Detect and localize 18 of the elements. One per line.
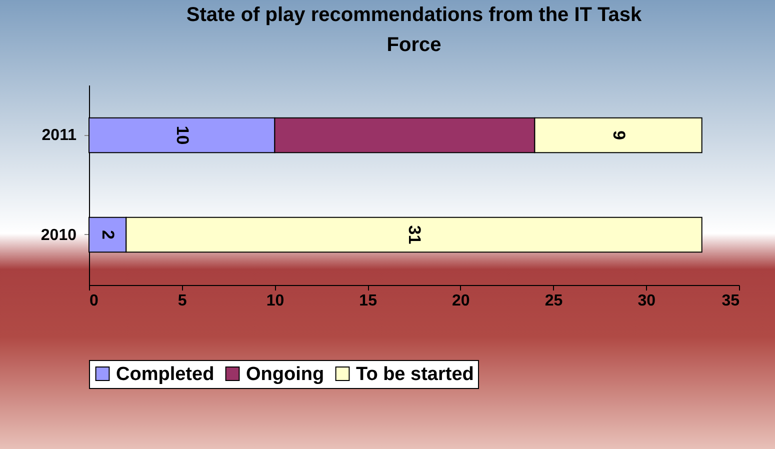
x-tick-label: 30 — [638, 292, 656, 310]
x-tick-label: 35 — [722, 292, 740, 310]
legend-label: To be started — [356, 364, 474, 385]
data-label: 9 — [609, 130, 628, 140]
chart-title: State of play recommendations from the IT Task Force — [186, 4, 643, 56]
data-label: 31 — [405, 225, 424, 244]
data-label: 10 — [172, 126, 192, 145]
x-tick-label: 25 — [544, 292, 563, 310]
x-tick-label: 15 — [359, 292, 378, 310]
legend-label: Completed — [116, 364, 214, 385]
x-tick-label: 20 — [452, 292, 470, 310]
data-label: 2 — [98, 230, 118, 240]
x-tick-label: 0 — [90, 292, 98, 310]
legend-label: Ongoing — [246, 364, 324, 385]
y-tick-label: 2010 — [40, 226, 77, 244]
y-tick-label: 2011 — [42, 127, 77, 144]
x-tick-label: 10 — [266, 292, 284, 310]
x-tick-label: 5 — [178, 292, 187, 310]
